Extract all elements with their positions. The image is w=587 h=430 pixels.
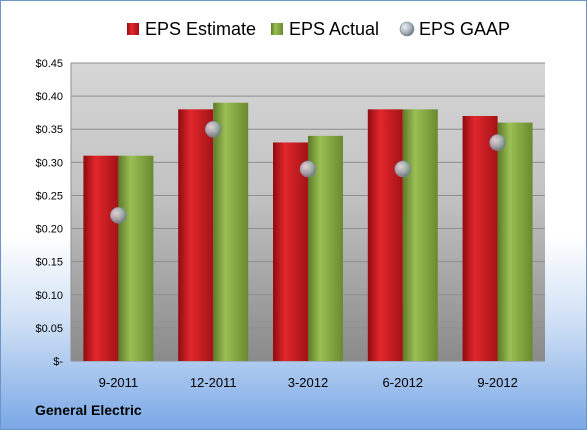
bar-eps-estimate bbox=[273, 142, 308, 361]
point-eps-gaap bbox=[110, 207, 127, 224]
y-tick-label: $- bbox=[53, 356, 63, 368]
legend-label: EPS GAAP bbox=[419, 19, 510, 39]
bars bbox=[83, 102, 533, 361]
bar-eps-estimate bbox=[83, 155, 119, 361]
bar-eps-actual bbox=[497, 122, 533, 361]
y-tick-label: $0.35 bbox=[35, 124, 63, 136]
legend-swatch bbox=[271, 23, 283, 35]
legend-swatch bbox=[399, 21, 415, 37]
x-axis-ticks: 9-2011 12-2011 3-2012 6-2012 9-2012 bbox=[99, 375, 518, 390]
y-tick-label: $0.20 bbox=[35, 224, 63, 236]
y-tick-label: $0.45 bbox=[35, 58, 63, 70]
y-tick-label: $0.10 bbox=[35, 290, 63, 302]
x-tick-label: 6-2012 bbox=[383, 375, 423, 390]
bar-eps-estimate bbox=[367, 109, 403, 361]
legend-swatch bbox=[127, 23, 139, 35]
bar-eps-estimate bbox=[178, 109, 214, 361]
bar-eps-actual bbox=[118, 155, 154, 361]
chart-legend: EPS Estimate EPS Actual EPS GAAP bbox=[127, 19, 510, 39]
y-axis-ticks: $- $0.05 $0.10 $0.15 $0.20 $0.25 $0.30 $0.35 $0.… bbox=[35, 58, 63, 368]
point-eps-gaap bbox=[204, 120, 222, 138]
point-eps-gaap bbox=[394, 160, 412, 178]
x-tick-label: 9-2011 bbox=[99, 375, 139, 390]
y-tick-label: $0.05 bbox=[35, 323, 63, 335]
bar-eps-actual bbox=[402, 109, 438, 361]
y-tick-label: $0.25 bbox=[35, 190, 63, 202]
legend-label: EPS Estimate bbox=[145, 19, 256, 39]
bar-eps-estimate bbox=[462, 115, 498, 361]
x-tick-label: 12-2011 bbox=[190, 375, 237, 390]
x-tick-label: 9-2012 bbox=[477, 375, 517, 390]
x-tick-label: 3-2012 bbox=[288, 375, 328, 390]
point-eps-gaap bbox=[489, 134, 506, 151]
legend-label: EPS Actual bbox=[289, 19, 379, 39]
y-tick-label: $0.30 bbox=[35, 157, 63, 169]
y-tick-label: $0.15 bbox=[35, 257, 63, 269]
y-tick-label: $0.40 bbox=[35, 91, 63, 103]
gaap-points bbox=[110, 120, 506, 224]
point-eps-gaap bbox=[299, 160, 317, 178]
bar-eps-actual bbox=[213, 102, 249, 361]
company-name: General Electric bbox=[35, 402, 142, 418]
